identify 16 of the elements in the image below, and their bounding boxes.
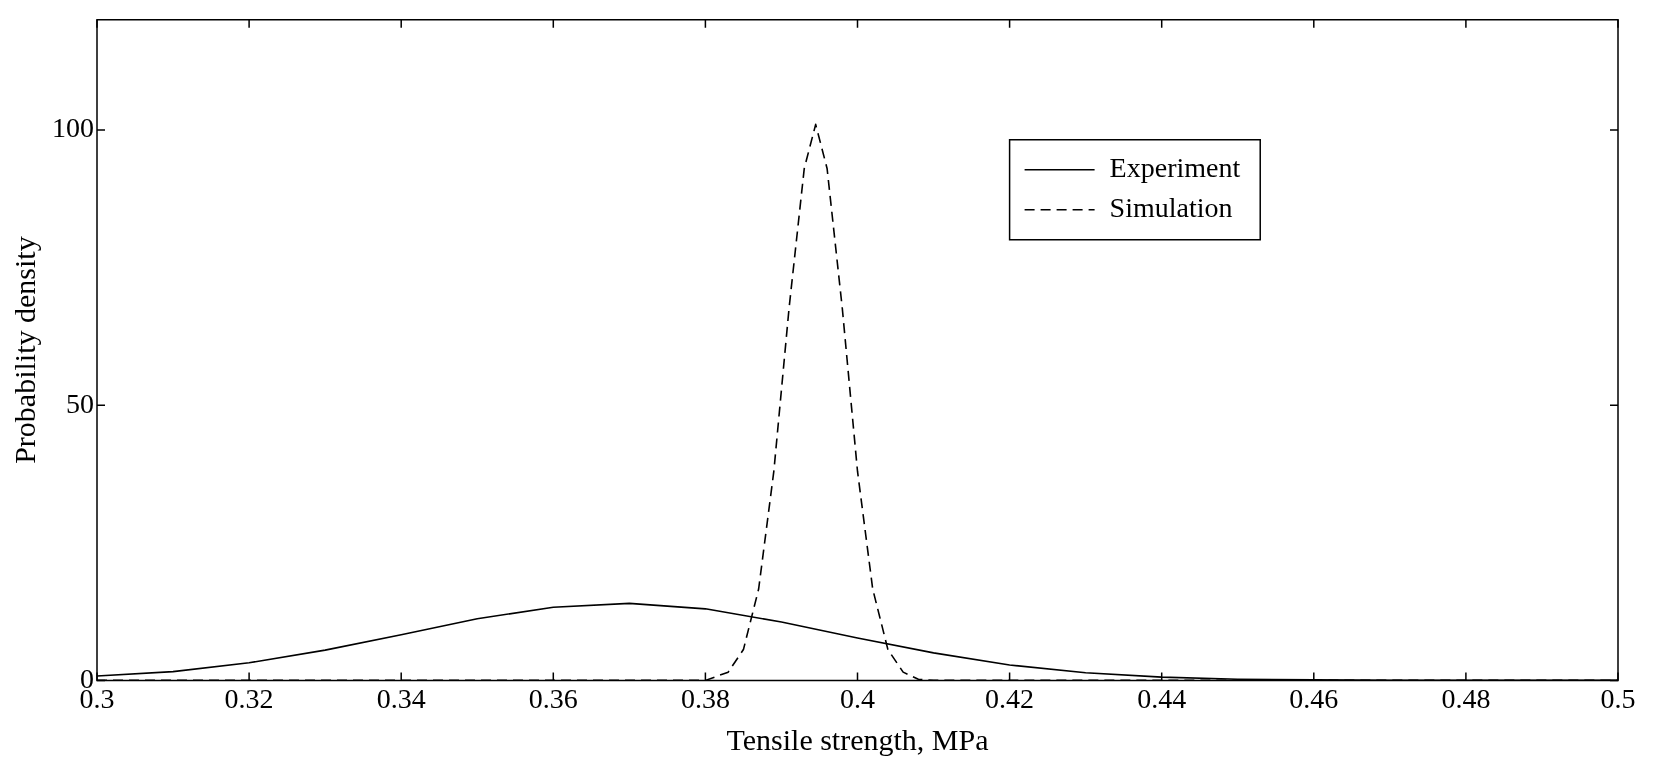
x-tick-label: 0.44 [1137, 682, 1187, 714]
x-tick-label: 0.46 [1289, 682, 1339, 714]
x-tick-label: 0.36 [528, 682, 578, 714]
y-tick-label: 100 [52, 112, 94, 144]
legend-label: Experiment [1109, 152, 1241, 184]
x-axis-title: Tensile strength, MPa [726, 722, 989, 756]
legend-label: Simulation [1109, 192, 1233, 224]
x-tick-label: 0.32 [224, 682, 274, 714]
y-tick-label: 50 [66, 387, 94, 419]
x-tick-label: 0.4 [840, 682, 875, 714]
x-tick-label: 0.42 [985, 682, 1035, 714]
x-tick-label: 0.34 [376, 682, 426, 714]
x-tick-label: 0.38 [680, 682, 730, 714]
x-tick-label: 0.5 [1600, 682, 1636, 714]
y-axis-title: Probability density [7, 236, 41, 464]
x-tick-label: 0.48 [1441, 682, 1491, 714]
